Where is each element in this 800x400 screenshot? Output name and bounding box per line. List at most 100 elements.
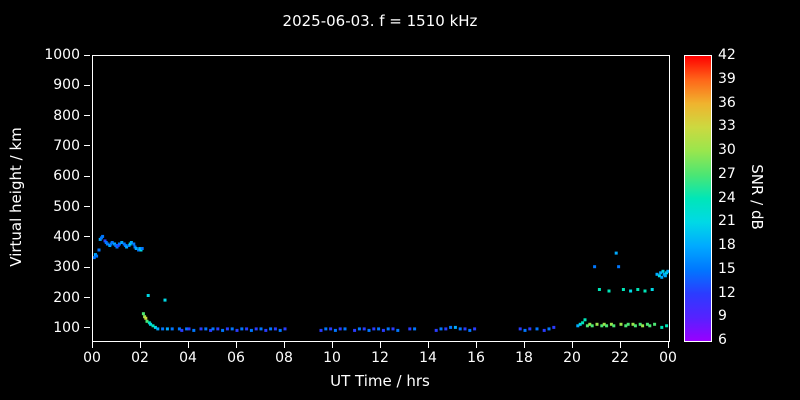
data-point: [97, 248, 101, 252]
colorbar-tick-label: 42: [718, 47, 736, 63]
data-point: [278, 328, 282, 332]
y-tick-label: 400: [53, 228, 80, 245]
data-point: [638, 322, 642, 326]
data-point: [583, 318, 587, 322]
data-point: [547, 327, 551, 331]
data-point: [156, 327, 160, 331]
x-tick-mark: [235, 342, 237, 348]
y-tick-label: 300: [53, 259, 80, 276]
x-tick-label: 20: [563, 350, 581, 366]
x-tick-label: 18: [515, 350, 533, 366]
data-point: [125, 245, 129, 249]
data-point: [473, 327, 477, 331]
data-point: [338, 327, 342, 331]
y-tick-label: 800: [53, 107, 80, 124]
data-point: [110, 241, 114, 244]
data-point: [161, 327, 165, 331]
data-point: [170, 327, 174, 331]
y-tick-mark: [84, 54, 90, 56]
data-point: [225, 327, 229, 331]
data-point: [391, 327, 395, 331]
data-point: [269, 327, 273, 331]
data-point: [192, 328, 196, 332]
data-point: [101, 234, 105, 238]
y-tick-label: 500: [53, 198, 80, 215]
y-tick-mark: [84, 175, 90, 177]
data-point: [254, 327, 258, 331]
data-point: [134, 247, 138, 250]
data-point: [146, 294, 150, 297]
data-point: [621, 288, 625, 291]
x-tick-label: 16: [467, 350, 485, 366]
data-point: [595, 322, 599, 326]
y-tick-mark: [84, 145, 90, 147]
data-point: [367, 328, 371, 332]
data-point: [283, 327, 287, 331]
colorbar-tick-label: 39: [718, 70, 736, 87]
data-point: [578, 322, 582, 326]
data-point: [661, 269, 665, 273]
data-point: [145, 319, 149, 323]
data-point: [653, 322, 657, 326]
x-tick-mark: [91, 342, 93, 348]
data-point: [329, 327, 333, 331]
y-tick-mark: [84, 206, 90, 208]
y-axis-label: Virtual height / km: [7, 127, 25, 267]
x-tick-mark: [139, 342, 141, 348]
data-point: [396, 328, 400, 332]
data-point: [209, 328, 213, 332]
data-point: [660, 325, 664, 329]
data-point: [381, 328, 385, 332]
data-point: [362, 327, 366, 331]
x-tick-mark: [667, 342, 669, 348]
data-point: [665, 324, 669, 328]
data-point: [95, 254, 99, 258]
data-point: [655, 272, 659, 276]
colorbar-tick-label: 24: [718, 189, 736, 206]
data-point: [518, 327, 522, 331]
data-point: [663, 274, 667, 278]
x-tick-mark: [571, 342, 573, 348]
y-tick-label: 200: [53, 289, 80, 306]
x-tick-mark: [523, 342, 525, 348]
plot-area: [92, 55, 670, 342]
data-point: [343, 327, 347, 331]
data-point: [372, 327, 376, 331]
x-tick-label: 04: [179, 350, 197, 366]
data-point: [149, 322, 153, 326]
data-point: [204, 327, 208, 331]
y-tick-mark: [84, 236, 90, 238]
data-point: [140, 247, 144, 250]
colorbar-tick-label: 33: [718, 118, 736, 135]
x-tick-label: 06: [227, 350, 245, 366]
data-point: [163, 298, 167, 302]
data-point: [641, 324, 645, 328]
data-point: [581, 321, 585, 325]
data-point: [177, 327, 181, 331]
data-point: [626, 322, 630, 326]
y-tick-mark: [84, 266, 90, 268]
data-point: [624, 324, 628, 328]
data-point: [657, 274, 661, 278]
x-tick-label: 00: [83, 350, 101, 366]
data-point: [528, 327, 532, 331]
data-point: [542, 328, 546, 332]
colorbar-label: SNR / dB: [748, 164, 766, 230]
data-point: [636, 288, 640, 291]
data-point: [264, 328, 268, 332]
x-tick-label: 00: [659, 350, 677, 366]
colorbar-tick-label: 21: [718, 213, 736, 230]
y-tick-label: 600: [53, 168, 80, 185]
y-tick-label: 1000: [44, 47, 80, 63]
data-point: [132, 242, 136, 246]
data-point: [645, 322, 649, 326]
x-tick-mark: [619, 342, 621, 348]
data-point: [413, 327, 417, 331]
data-point: [439, 327, 443, 331]
y-tick-label: 900: [53, 77, 80, 94]
data-point: [143, 315, 147, 319]
colorbar-tick-label: 15: [718, 260, 736, 277]
data-point: [273, 327, 277, 331]
data-point: [609, 322, 613, 326]
data-point: [221, 328, 225, 332]
